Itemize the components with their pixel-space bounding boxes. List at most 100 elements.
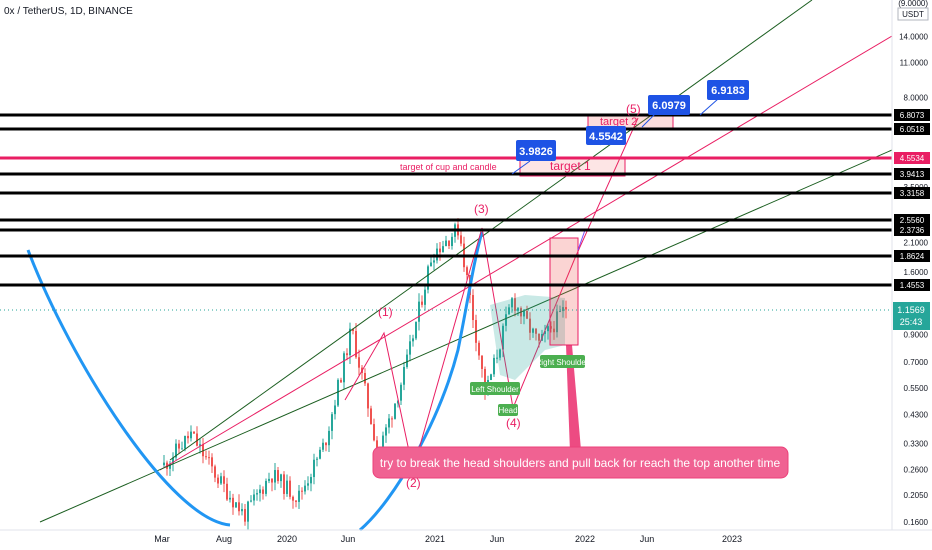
candle-body xyxy=(385,427,387,436)
candle-body xyxy=(496,357,498,359)
candle-body xyxy=(355,331,357,358)
channel-middle-line xyxy=(159,35,893,471)
price-level-badge-2 xyxy=(894,152,930,164)
target2-label: target 2 xyxy=(600,116,637,128)
candle-body xyxy=(301,490,303,492)
candle-body xyxy=(508,307,510,315)
candle-body xyxy=(451,236,453,246)
callout-6-0979: 6.0979 xyxy=(641,95,690,128)
time-label-7: Jun xyxy=(640,534,655,544)
price-level-badge-7 xyxy=(894,250,930,262)
callout-3-9826: 3.9826 xyxy=(511,140,556,175)
right-shoulder-text: Right Shoulder xyxy=(536,358,589,367)
callout-3-9826-text: 3.9826 xyxy=(519,146,553,158)
candle-body xyxy=(274,470,276,483)
candle-body xyxy=(298,490,300,502)
candle-body xyxy=(325,442,327,446)
candle-body xyxy=(421,301,423,305)
candle-body xyxy=(442,246,444,253)
candle-body xyxy=(490,374,492,380)
candle-body xyxy=(370,408,372,425)
candle-body xyxy=(340,379,342,383)
price-tick-3: 2.1000 xyxy=(904,238,929,247)
candle-body xyxy=(412,338,414,342)
price-axis[interactable]: (9.0000) USDT 14.0000 11.0000 8.0000 2.1000… xyxy=(891,0,930,530)
price-level-badge-3 xyxy=(894,168,930,180)
callout-6-9183: 6.9183 xyxy=(699,80,749,116)
price-level-label-5: 2.5560 xyxy=(900,216,925,225)
candle-body xyxy=(373,424,375,441)
price-level-badge-0 xyxy=(894,109,930,121)
candle-body xyxy=(283,474,285,494)
comment-callout[interactable]: try to break the head shoulders and pull… xyxy=(372,446,789,479)
candle-body xyxy=(181,448,183,450)
candle-body xyxy=(499,349,501,358)
candle-body xyxy=(337,379,339,406)
candle-body xyxy=(268,478,270,481)
price-level-label-8: 1.4553 xyxy=(900,281,925,290)
candle-body xyxy=(271,478,273,483)
candle-body xyxy=(319,449,321,459)
candle-body xyxy=(196,433,198,446)
candle-body xyxy=(418,301,420,322)
price-tick-7: 0.5500 xyxy=(904,384,929,393)
time-label-4: 2021 xyxy=(425,534,445,544)
time-label-0: Mar xyxy=(154,534,170,544)
candle-body xyxy=(409,341,411,355)
candle-body xyxy=(292,496,294,501)
candle-body xyxy=(403,366,405,385)
price-level-badge-5 xyxy=(894,214,930,226)
price-tick-5: 0.9000 xyxy=(904,330,929,339)
candle-body xyxy=(556,311,558,333)
candle-body xyxy=(502,325,504,350)
head-text: Head xyxy=(498,406,517,415)
time-axis[interactable]: Mar Aug 2020 Jun 2021 Jun 2022 Jun 2023 xyxy=(0,529,932,544)
candle-body xyxy=(376,440,378,450)
candle-body xyxy=(223,476,225,484)
candle-body xyxy=(436,248,438,261)
candle-body xyxy=(397,400,399,404)
candle-body xyxy=(193,431,195,434)
candle-body xyxy=(532,328,534,333)
candle-body xyxy=(523,310,525,317)
price-tick-1: 11.0000 xyxy=(900,59,929,68)
candle-body xyxy=(322,442,324,450)
right-shoulder-label: Right Shoulder xyxy=(536,355,589,368)
price-tick-4: 1.6000 xyxy=(904,268,929,277)
price-level-label-0: 6.8073 xyxy=(900,111,925,120)
candle-body xyxy=(478,342,480,356)
price-level-badge-1 xyxy=(894,123,930,135)
price-level-label-3: 3.9413 xyxy=(900,170,925,179)
wave-label-1: (1) xyxy=(378,305,393,319)
left-shoulder-label: Left Shoulder xyxy=(470,382,520,395)
candle-body xyxy=(163,462,165,466)
currency-unit: USDT xyxy=(902,10,924,19)
wave-label-3: (3) xyxy=(474,202,489,216)
time-label-8: 2023 xyxy=(722,534,742,544)
channel-lower-line xyxy=(39,149,893,523)
price-level-label-4: 3.3158 xyxy=(900,189,925,198)
price-tick-6: 0.7000 xyxy=(904,358,929,367)
candle-body xyxy=(190,431,192,439)
callout-4-5542-text: 4.5542 xyxy=(589,131,623,143)
candle-body xyxy=(331,414,333,431)
candle-body xyxy=(544,331,546,334)
candle-body xyxy=(445,240,447,247)
time-label-3: Jun xyxy=(341,534,356,544)
candle-body xyxy=(217,477,219,484)
current-price-label: 1.1569 xyxy=(897,305,925,315)
candle-body xyxy=(352,328,354,332)
candle-body xyxy=(535,328,537,334)
callout-6-9183-text: 6.9183 xyxy=(711,85,745,97)
wave-path xyxy=(344,117,639,471)
candle-body xyxy=(247,501,249,522)
candle-body xyxy=(256,493,258,495)
candle-body xyxy=(259,489,261,494)
candle-body xyxy=(289,480,291,497)
candle-body xyxy=(565,307,567,310)
candle-body xyxy=(439,248,441,253)
price-level-label-1: 6.0518 xyxy=(900,125,925,134)
target1-label: target 1 xyxy=(550,159,591,173)
candle-body xyxy=(280,474,282,482)
